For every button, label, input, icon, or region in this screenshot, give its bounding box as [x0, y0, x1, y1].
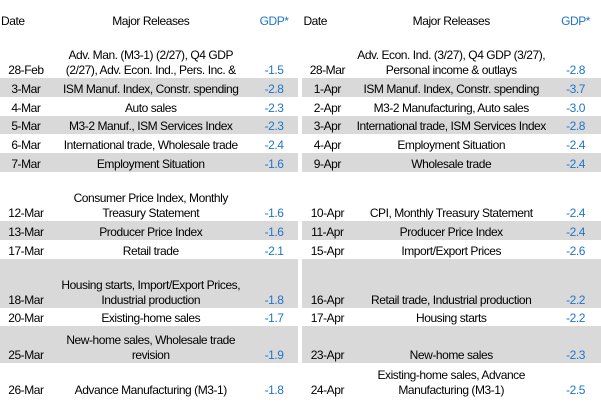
- right-gdp-cell: -2.8: [566, 63, 586, 77]
- table-row: 25-Mar New-home sales, Wholesale trade re…: [0, 326, 601, 363]
- left-gdp-cell: -1.6: [249, 153, 301, 172]
- header-date-left: Date: [1, 14, 25, 28]
- left-gdp-cell: -1.7: [264, 311, 284, 325]
- right-date-cell: 23-Apr: [298, 326, 353, 363]
- right-gdp-cell: -2.2: [566, 311, 586, 325]
- right-date-cell: 9-Apr: [298, 153, 353, 172]
- table-row: 12-Mar Consumer Price Index, Monthly Trea…: [0, 172, 601, 221]
- right-releases-cell: Adv. Econ. Ind. (3/27), Q4 GDP (3/27), P…: [357, 48, 546, 77]
- left-date-cell: 12-Mar: [8, 206, 44, 220]
- left-releases-cell: Advance Manufacturing (M3-1): [74, 383, 228, 397]
- left-date-cell: 4-Mar: [11, 101, 41, 115]
- left-gdp-cell: -1.9: [249, 326, 301, 363]
- left-gdp-cell: -1.6: [264, 206, 284, 220]
- table-row: 6-Mar International trade, Wholesale trad…: [0, 134, 601, 153]
- table-row: 20-Mar Existing-home sales -1.7 17-Apr Housi…: [0, 308, 601, 326]
- left-gdp-cell: -1.6: [249, 221, 301, 240]
- header-date-right: Date: [298, 8, 353, 29]
- header-releases-left: Major Releases: [112, 14, 190, 28]
- right-gdp-cell: -2.2: [550, 259, 601, 308]
- right-releases-cell: Producer Price Index: [352, 221, 551, 240]
- left-releases-cell: Existing-home sales: [101, 311, 201, 325]
- left-releases-cell: Adv. Man. (M3-1) (2/27), Q4 GDP (2/27), …: [65, 48, 236, 77]
- right-releases-cell: Existing-home sales, Advance Manufacturi…: [377, 368, 525, 397]
- header-releases-right: Major Releases: [412, 14, 491, 28]
- right-releases-cell: Import/Export Prices: [401, 244, 502, 258]
- right-gdp-cell: -2.5: [566, 383, 586, 397]
- right-gdp-cell: -3.7: [550, 78, 601, 97]
- left-releases-cell: Producer Price Index: [51, 221, 250, 240]
- right-releases-cell: Employment Situation: [397, 138, 506, 152]
- table-row: 7-Mar Employment Situation -1.6 9-Apr Wholes…: [0, 153, 601, 172]
- table-row: 13-Mar Producer Price Index -1.6 11-Apr Prod…: [0, 221, 601, 240]
- left-gdp-cell: -1.8: [264, 383, 284, 397]
- left-releases-cell: Consumer Price Index, Monthly Treasury S…: [73, 191, 229, 220]
- right-releases-cell: Retail trade, Industrial production: [352, 259, 551, 308]
- right-date-cell: 3-Apr: [298, 116, 353, 134]
- table-row: 3-Mar ISM Manuf. Index, Constr. spending -…: [0, 78, 601, 97]
- table-row: 18-Mar Housing starts, Import/Export Pric…: [0, 259, 601, 308]
- table-row: 17-Mar Retail trade -2.1 15-Apr Import/Expor…: [0, 240, 601, 259]
- left-gdp-cell: -1.5: [264, 63, 284, 77]
- right-releases-cell: ISM Manuf. Index, Constr. spending: [352, 78, 551, 97]
- left-gdp-cell: -1.8: [249, 259, 301, 308]
- header-gdp-left: GDP*: [259, 14, 289, 28]
- right-date-cell: 2-Apr: [298, 97, 353, 116]
- left-date-cell: 28-Feb: [8, 63, 44, 77]
- right-gdp-cell: -3.0: [566, 101, 586, 115]
- left-releases-cell: Retail trade: [122, 244, 179, 258]
- right-date-cell: 1-Apr: [298, 78, 353, 97]
- left-gdp-cell: -2.1: [264, 244, 284, 258]
- right-gdp-cell: -2.6: [566, 244, 586, 258]
- header-row: Date Major Releases GDP* Date Major Rele…: [0, 8, 601, 29]
- releases-table: Date Major Releases GDP* Date Major Rele…: [0, 8, 601, 398]
- left-date-cell: 18-Mar: [0, 259, 52, 308]
- left-releases-cell: International trade, Wholesale trade: [63, 138, 238, 152]
- right-releases-cell: CPI, Monthly Treasury Statement: [369, 206, 533, 220]
- right-gdp-cell: -2.4: [566, 206, 586, 220]
- left-gdp-cell: -2.4: [264, 138, 284, 152]
- left-date-cell: 13-Mar: [0, 221, 52, 240]
- left-releases-cell: Auto sales: [124, 101, 177, 115]
- right-gdp-cell: -2.8: [550, 116, 601, 134]
- right-gdp-cell: -2.4: [550, 221, 601, 240]
- left-releases-cell: M3-2 Manuf., ISM Services Index: [51, 116, 250, 134]
- right-date-cell: 24-Apr: [298, 363, 353, 398]
- table-row: 26-Mar Advance Manufacturing (M3-1) -1.8 24…: [0, 363, 601, 398]
- left-date-cell: 6-Mar: [11, 138, 41, 152]
- right-gdp-cell: -2.4: [566, 138, 586, 152]
- table-row: 5-Mar M3-2 Manuf., ISM Services Index -2.3…: [0, 116, 601, 134]
- left-date-cell: 17-Mar: [8, 244, 44, 258]
- right-releases-cell: International trade, ISM Services Index: [352, 116, 551, 134]
- right-date-cell: 4-Apr: [298, 134, 353, 153]
- left-date-cell: 20-Mar: [8, 311, 44, 325]
- left-releases-cell: Housing starts, Import/Export Prices, In…: [51, 259, 250, 308]
- left-releases-cell: New-home sales, Wholesale trade revision: [51, 326, 250, 363]
- right-releases-cell: New-home sales: [352, 326, 551, 363]
- right-date-cell: 10-Apr: [298, 172, 353, 221]
- left-date-cell: 7-Mar: [0, 153, 52, 172]
- left-gdp-cell: -2.3: [264, 101, 284, 115]
- left-date-cell: 3-Mar: [0, 78, 52, 97]
- right-releases-cell: Wholesale trade: [352, 153, 551, 172]
- right-date-cell: 17-Apr: [298, 308, 353, 326]
- right-releases-cell: Housing starts: [416, 311, 487, 325]
- left-gdp-cell: -2.3: [249, 116, 301, 134]
- left-releases-cell: ISM Manuf. Index, Constr. spending: [51, 78, 250, 97]
- right-gdp-cell: -2.4: [550, 153, 601, 172]
- right-date-cell: 16-Apr: [298, 259, 353, 308]
- right-date-cell: 11-Apr: [298, 221, 353, 240]
- left-releases-cell: Employment Situation: [51, 153, 250, 172]
- table-row: 4-Mar Auto sales -2.3 2-Apr M3-2 Manufacturi…: [0, 97, 601, 116]
- right-date-cell: 15-Apr: [298, 240, 353, 259]
- right-date-cell: 28-Mar: [298, 29, 353, 78]
- left-date-cell: 26-Mar: [8, 383, 44, 397]
- table-row: 28-Feb Adv. Man. (M3-1) (2/27), Q4 GDP (2…: [0, 29, 601, 78]
- left-date-cell: 5-Mar: [0, 116, 52, 134]
- left-gdp-cell: -2.8: [249, 78, 301, 97]
- header-gdp-right: GDP*: [561, 14, 591, 28]
- right-gdp-cell: -2.3: [550, 326, 601, 363]
- right-releases-cell: M3-2 Manufacturing, Auto sales: [373, 101, 530, 115]
- left-date-cell: 25-Mar: [0, 326, 52, 363]
